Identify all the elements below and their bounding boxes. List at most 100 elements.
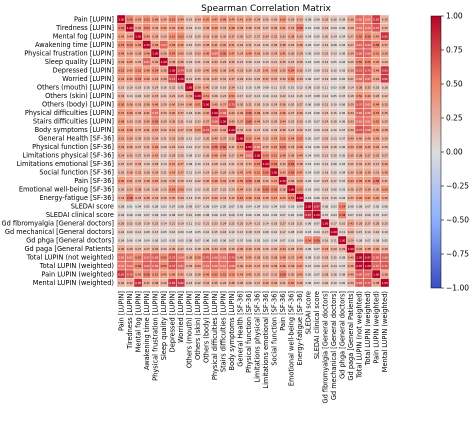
cell-value: 0.27 xyxy=(229,153,235,157)
cell-value: 0.03 xyxy=(339,187,345,191)
cell-value: 0.26 xyxy=(118,187,124,191)
cell-value: 0.41 xyxy=(237,17,243,21)
cell-value: 0.44 xyxy=(365,94,371,98)
cell-value: 0.54 xyxy=(127,43,133,47)
cell-value: 0.69 xyxy=(356,281,362,285)
cell-value: 0.32 xyxy=(237,128,243,132)
cell-value: 0.20 xyxy=(135,94,141,98)
cell-value: 0.34 xyxy=(152,247,158,251)
cell-value: 0.36 xyxy=(203,179,209,183)
cell-value: 0.29 xyxy=(195,68,201,72)
cell-value: 0.46 xyxy=(280,111,286,115)
cell-value: 1.00 xyxy=(118,17,124,21)
cell-value: 0.48 xyxy=(152,17,158,21)
cell-value: 0.14 xyxy=(322,162,328,166)
cell-value: 0.37 xyxy=(220,102,226,106)
cell-value: 0.67 xyxy=(365,272,371,276)
cell-value: 0.56 xyxy=(365,34,371,38)
cell-value: 0.09 xyxy=(314,128,320,132)
cell-value: 0.63 xyxy=(203,264,209,268)
cell-value: 0.37 xyxy=(144,281,150,285)
cell-value: 0.06 xyxy=(314,196,320,200)
cell-value: 0.03 xyxy=(339,162,345,166)
cell-value: 0.31 xyxy=(220,77,226,81)
cell-value: 0.55 xyxy=(161,255,167,259)
cell-value: 0.09 xyxy=(178,230,184,234)
cell-value: 0.25 xyxy=(178,153,184,157)
cell-value: 0.32 xyxy=(127,153,133,157)
cell-value: 0.05 xyxy=(314,60,320,64)
cell-value: 0.58 xyxy=(144,272,150,276)
cell-value: 0.33 xyxy=(237,68,243,72)
cell-value: 0.38 xyxy=(280,43,286,47)
cell-value: 0.40 xyxy=(212,136,218,140)
cell-value: 0.16 xyxy=(331,272,337,276)
cell-value: 0.05 xyxy=(305,119,311,123)
cell-value: 0.20 xyxy=(144,162,150,166)
cell-value: 0.38 xyxy=(288,34,294,38)
cell-value: 0.66 xyxy=(365,111,371,115)
cell-value: 0.69 xyxy=(144,264,150,268)
cell-value: 0.45 xyxy=(152,179,158,183)
cell-value: 0.55 xyxy=(365,60,371,64)
cell-value: 0.05 xyxy=(305,179,311,183)
cell-value: 0.48 xyxy=(152,43,158,47)
cell-value: 0.31 xyxy=(271,272,277,276)
cell-value: 0.43 xyxy=(280,170,286,174)
cell-value: 0.69 xyxy=(152,255,158,259)
cell-value: 0.10 xyxy=(203,230,209,234)
cell-value: 0.33 xyxy=(297,34,303,38)
cell-value: 0.06 xyxy=(305,102,311,106)
cell-value: 0.06 xyxy=(203,238,209,242)
cell-value: 0.40 xyxy=(356,136,362,140)
cell-value: 0.05 xyxy=(331,94,337,98)
cell-value: 0.45 xyxy=(127,60,133,64)
cell-value: 0.09 xyxy=(118,213,124,217)
cell-value: 0.50 xyxy=(382,187,388,191)
cell-value: 0.32 xyxy=(263,255,269,259)
cell-value: 0.53 xyxy=(373,111,379,115)
cell-value: 0.06 xyxy=(314,26,320,30)
cell-value: 0.06 xyxy=(305,281,311,285)
cell-value: 0.29 xyxy=(161,34,167,38)
cell-value: 0.09 xyxy=(127,230,133,234)
cell-value: 0.64 xyxy=(356,77,362,81)
cell-value: 0.54 xyxy=(144,26,150,30)
colorbar-tick-label: 0.25 xyxy=(446,114,463,123)
cell-value: 0.33 xyxy=(220,196,226,200)
cell-value: 0.10 xyxy=(169,230,175,234)
y-tick-label: Gd mechanical [General doctors] xyxy=(5,228,114,236)
cell-value: 0.37 xyxy=(229,34,235,38)
cell-value: 0.07 xyxy=(144,213,150,217)
cell-value: 0.11 xyxy=(322,85,328,89)
cell-value: 0.04 xyxy=(297,238,303,242)
cell-value: 0.36 xyxy=(382,196,388,200)
cell-value: 0.34 xyxy=(237,51,243,55)
cell-value: 0.34 xyxy=(186,128,192,132)
cell-value: 0.55 xyxy=(297,187,303,191)
cell-value: 0.12 xyxy=(195,221,201,225)
cell-value: 0.30 xyxy=(271,247,277,251)
cell-value: 0.40 xyxy=(203,111,209,115)
cell-value: 0.38 xyxy=(356,170,362,174)
x-tick-label: Mental LUPIN (weighted) xyxy=(381,291,389,372)
cell-value: 0.30 xyxy=(237,102,243,106)
cell-value: 0.37 xyxy=(178,128,184,132)
cell-value: 0.44 xyxy=(280,247,286,251)
cell-value: 0.44 xyxy=(237,153,243,157)
cell-value: 0.27 xyxy=(254,281,260,285)
cell-value: 0.35 xyxy=(254,272,260,276)
cell-value: 0.40 xyxy=(237,264,243,268)
y-tick-label: Mental LUPIN (weighted) xyxy=(33,279,114,287)
cell-value: 0.04 xyxy=(314,162,320,166)
cell-value: 0.03 xyxy=(263,204,269,208)
cell-value: 0.22 xyxy=(169,85,175,89)
cell-value: 0.56 xyxy=(246,179,252,183)
cell-value: 0.32 xyxy=(237,162,243,166)
cell-value: 0.08 xyxy=(331,187,337,191)
cell-value: 0.30 xyxy=(288,272,294,276)
cell-value: 0.05 xyxy=(280,204,286,208)
cell-value: 0.32 xyxy=(382,26,388,30)
cell-value: 0.08 xyxy=(305,17,311,21)
cell-value: 0.26 xyxy=(203,153,209,157)
